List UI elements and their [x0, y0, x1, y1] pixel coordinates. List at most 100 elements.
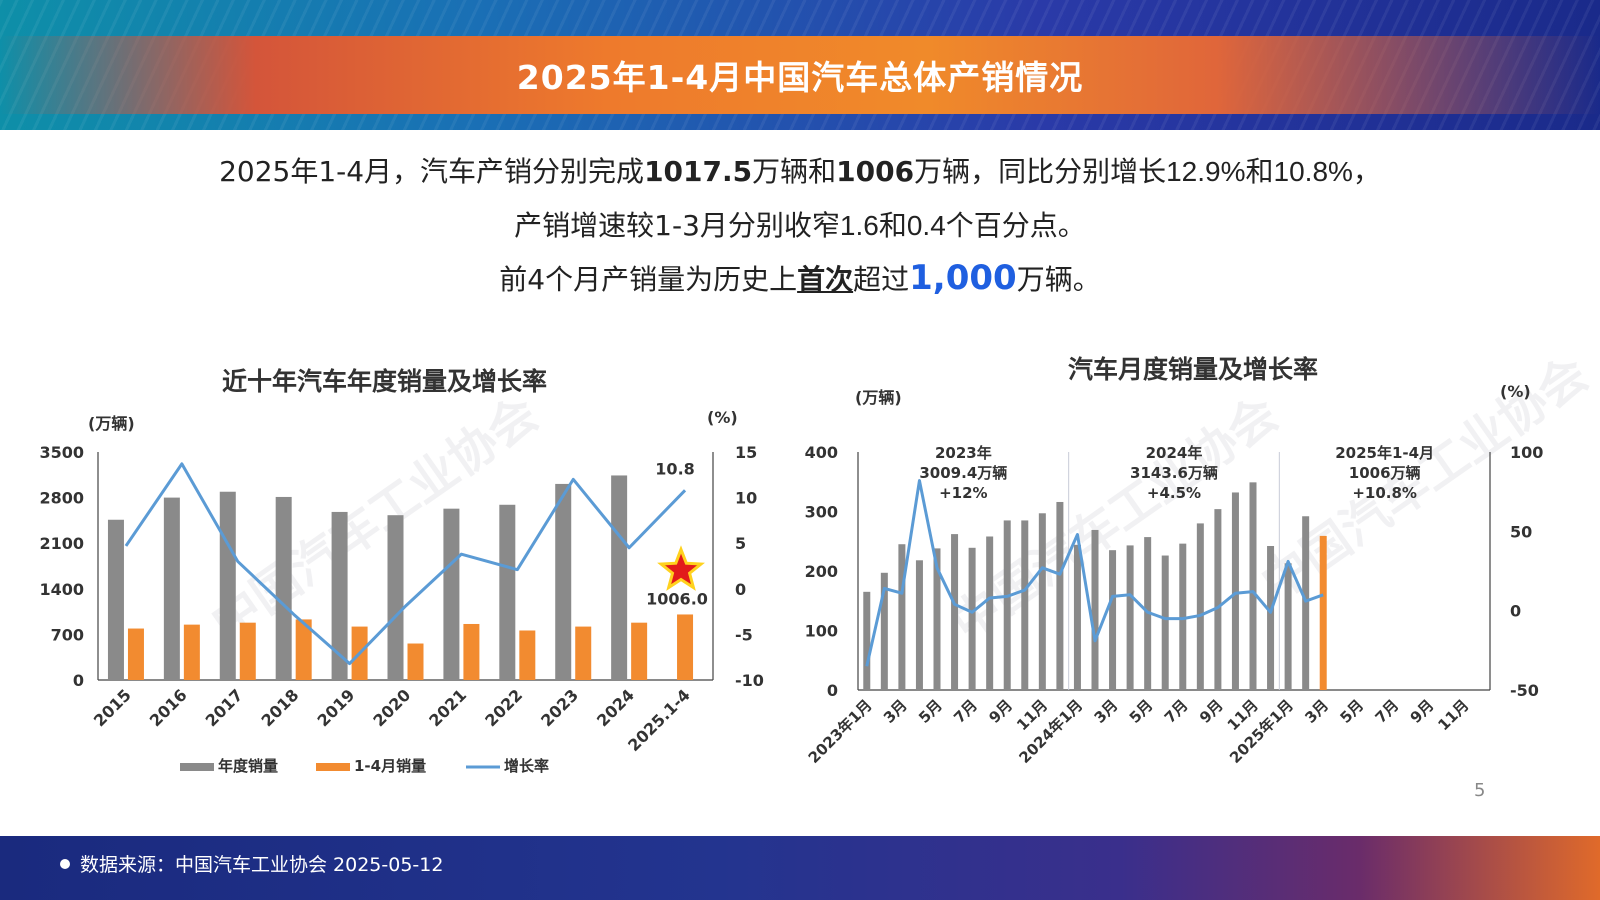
annual-sales-bar	[219, 491, 236, 680]
monthly-sales-bar	[1073, 544, 1081, 690]
monthly-sales-bar	[986, 536, 994, 690]
annual-right-unit: (%)	[707, 408, 738, 427]
y2-tick-label: 5	[735, 534, 746, 553]
production-narrowing: 1.6	[839, 210, 879, 241]
x-tick-label: 2015	[90, 685, 135, 730]
data-source: 数据来源：中国汽车工业协会 2025-05-12	[60, 850, 443, 877]
section-growth: +10.8%	[1352, 484, 1417, 502]
x-tick-label: 2023年1月	[805, 696, 876, 767]
summary-text: 2025年1-4月，汽车产销分别完成	[219, 155, 645, 188]
section-growth: +12%	[939, 484, 987, 502]
monthly-sales-bar	[951, 534, 959, 690]
y-tick-label: 0	[827, 681, 838, 700]
x-tick-label: 2019	[313, 685, 358, 730]
production-growth: 12.9%	[1166, 156, 1246, 187]
section-growth: +4.5%	[1147, 484, 1201, 502]
monthly-sales-bar	[1056, 501, 1064, 690]
monthly-chart-title: 汽车月度销量及增长率	[1068, 355, 1319, 384]
summary-text: 和	[1245, 155, 1274, 188]
growth-rate-line	[124, 462, 687, 666]
x-tick-label: 2023	[537, 685, 582, 730]
monthly-left-unit: (万辆)	[855, 388, 902, 407]
summary-line-1: 2025年1-4月，汽车产销分别完成1017.5万辆和1006万辆，同比分别增长…	[0, 150, 1600, 190]
y-tick-label: 300	[805, 503, 838, 522]
monthly-sales-bar	[1319, 535, 1327, 690]
monthly-sales-bar	[1126, 545, 1134, 690]
summary-text: 万辆和	[752, 155, 837, 188]
annual-sales-bar	[275, 496, 292, 680]
y2-tick-label: 10	[735, 489, 757, 508]
y-tick-label: 1400	[39, 580, 84, 599]
section-year: 2023年	[935, 444, 992, 462]
x-tick-label: 5月	[1126, 696, 1157, 727]
summary-text: 产销增速较1-3月分别收窄	[514, 209, 840, 242]
monthly-sales-bar	[1003, 520, 1011, 690]
summary-line-3: 前4个月产销量为历史上首次超过1,000万辆。	[0, 258, 1600, 298]
annual-sales-bar	[611, 475, 628, 680]
x-tick-label: 2021	[425, 685, 470, 730]
x-tick-label: 2016	[146, 685, 191, 730]
y2-tick-label: -10	[735, 671, 764, 690]
summary-line-2: 产销增速较1-3月分别收窄1.6和0.4个百分点。	[0, 204, 1600, 244]
footer-band	[0, 836, 1600, 900]
y2-tick-label: -5	[735, 625, 753, 644]
y-tick-label: 200	[805, 562, 838, 581]
summary-text: ，	[1352, 155, 1381, 188]
y-tick-label: 0	[73, 671, 84, 690]
monthly-sales-bar	[1267, 546, 1275, 690]
summary-text: 万辆，同比分别增长	[914, 155, 1167, 188]
y2-tick-label: 100	[1510, 443, 1543, 462]
summary-text: 个百分点。	[945, 209, 1086, 242]
y2-tick-label: 0	[1510, 602, 1521, 621]
monthly-sales-bar	[933, 548, 941, 690]
jan-apr-sales-bar	[463, 623, 480, 680]
x-tick-label: 9月	[1196, 696, 1227, 727]
monthly-sales-bar	[1038, 513, 1046, 690]
x-tick-label: 9月	[985, 696, 1016, 727]
legend-label-annual: 年度销量	[218, 757, 278, 775]
x-tick-label: 7月	[1372, 696, 1403, 727]
x-tick-label: 3月	[880, 696, 911, 727]
annual-sales-bar	[499, 504, 516, 680]
monthly-sales-bar	[1196, 523, 1204, 690]
monthly-sales-bar	[1091, 529, 1099, 690]
summary-text: 前4个月产销量为历史上	[499, 263, 798, 296]
x-tick-label: 2024	[593, 685, 638, 730]
monthly-sales-bar	[1231, 492, 1239, 690]
first-time-emphasis: 首次	[797, 263, 854, 296]
jan-apr-sales-bar	[519, 630, 536, 680]
rate-data-label: 10.8	[655, 459, 694, 478]
annual-chart-title: 近十年汽车年度销量及增长率	[222, 367, 548, 396]
y-tick-label: 2100	[39, 534, 84, 553]
legend-swatch-annual	[180, 763, 214, 771]
section-total: 3009.4万辆	[919, 464, 1007, 482]
title-bar: 2025年1-4月中国汽车总体产销情况	[0, 36, 1600, 114]
monthly-sales-bar	[915, 560, 923, 690]
annual-sales-bar	[163, 497, 180, 680]
y2-tick-label: 15	[735, 443, 757, 462]
jan-apr-sales-bar	[127, 628, 144, 680]
y-tick-label: 2800	[39, 489, 84, 508]
x-tick-label: 2020	[369, 685, 414, 730]
page-title: 2025年1-4月中国汽车总体产销情况	[516, 58, 1084, 97]
jan-apr-sales-bar	[677, 614, 694, 680]
monthly-growth-line	[865, 479, 1324, 667]
monthly-sales-bar	[1284, 563, 1292, 690]
summary-text: 和	[878, 209, 907, 242]
x-tick-label: 2018	[258, 685, 303, 730]
summary-text: 超过	[853, 263, 910, 296]
monthly-sales-bar	[880, 572, 888, 690]
x-tick-label: 11月	[1434, 696, 1472, 734]
x-tick-label: 2022	[481, 685, 526, 730]
y2-tick-label: 50	[1510, 522, 1532, 541]
star-icon	[657, 545, 705, 591]
jan-apr-sales-bar	[239, 622, 256, 680]
x-tick-label: 7月	[1161, 696, 1192, 727]
x-tick-label: 5月	[915, 696, 946, 727]
monthly-sales-bar	[863, 591, 871, 690]
legend-label-jan-apr: 1-4月销量	[354, 757, 426, 775]
annual-sales-bar	[107, 519, 124, 680]
monthly-sales-bar	[898, 544, 906, 690]
